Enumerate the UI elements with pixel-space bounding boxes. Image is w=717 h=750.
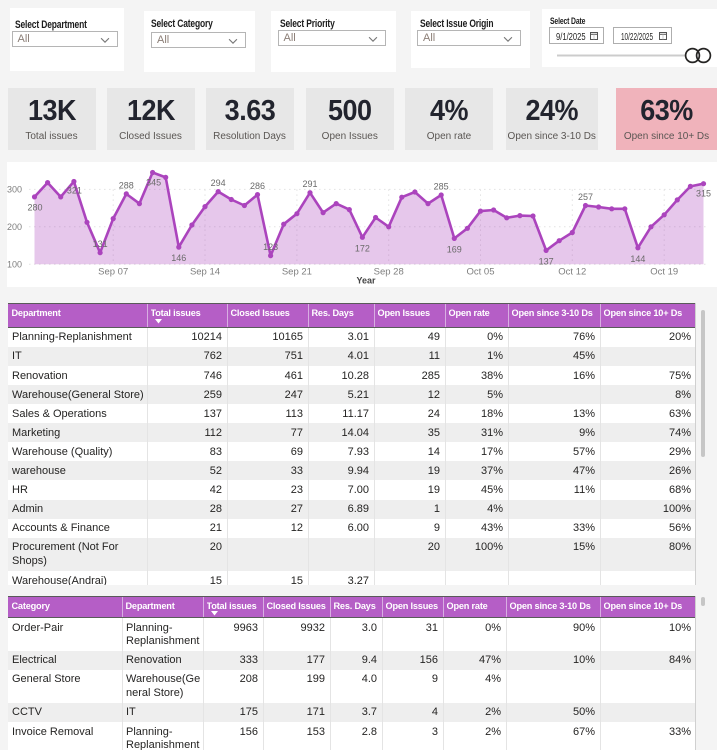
svg-text:144: 144 [630,254,645,264]
svg-text:Sep 07: Sep 07 [98,267,128,278]
svg-text:123: 123 [263,242,278,252]
svg-text:300: 300 [7,185,22,195]
svg-text:169: 169 [446,244,461,254]
svg-text:321: 321 [66,186,81,196]
svg-text:294: 294 [210,178,225,188]
svg-text:100: 100 [7,260,22,270]
svg-text:291: 291 [302,179,317,189]
svg-text:280: 280 [27,202,42,212]
svg-text:288: 288 [118,180,133,190]
svg-text:131: 131 [92,239,107,249]
svg-text:345: 345 [146,178,161,188]
svg-text:Oct 19: Oct 19 [650,267,678,278]
svg-text:285: 285 [433,182,448,192]
svg-text:Sep 21: Sep 21 [281,267,311,278]
svg-text:315: 315 [695,189,710,199]
svg-text:Year: Year [356,276,376,286]
svg-text:Oct 05: Oct 05 [466,267,494,278]
svg-text:286: 286 [249,181,264,191]
svg-text:Sep 14: Sep 14 [189,267,219,278]
svg-text:257: 257 [577,192,592,202]
svg-text:137: 137 [538,256,553,266]
svg-text:200: 200 [7,222,22,232]
svg-text:Sep 28: Sep 28 [373,267,403,278]
svg-text:172: 172 [354,243,369,253]
svg-text:146: 146 [171,253,186,263]
svg-text:Oct 12: Oct 12 [558,267,586,278]
